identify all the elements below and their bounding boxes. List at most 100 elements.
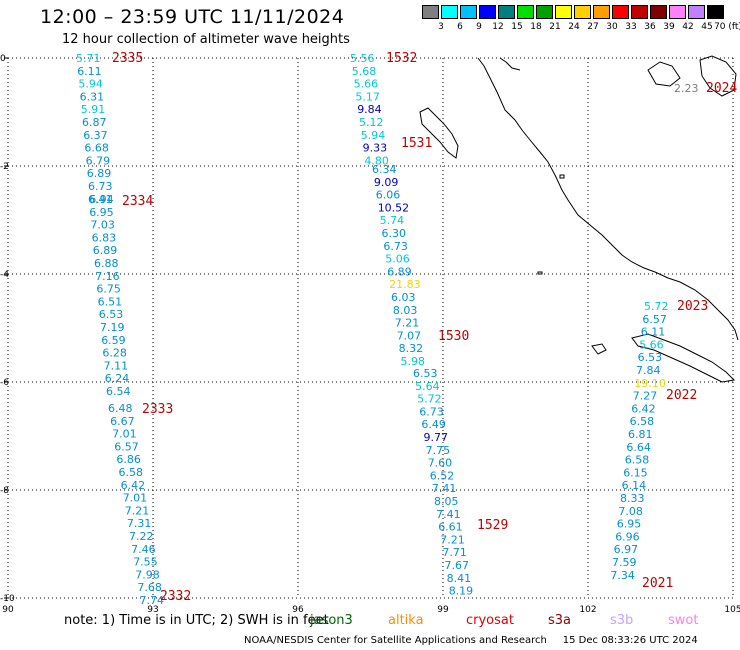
wave-height-value: 7.60: [428, 457, 453, 470]
wave-height-value: 5.17: [355, 90, 380, 103]
wave-height-value: 6.42: [121, 479, 146, 492]
colorbar-label: 42: [682, 22, 694, 32]
wave-height-value: 6.53: [638, 351, 663, 364]
wave-height-value: 6.58: [625, 454, 650, 467]
wave-height-value: 6.58: [630, 415, 655, 428]
x-tick-label: 96: [292, 605, 304, 615]
colorbar-label: 30: [606, 22, 618, 32]
wave-height-value: 6.58: [119, 466, 144, 479]
wave-height-value: 7.75: [426, 444, 451, 457]
wave-height-value: 7.68: [137, 581, 162, 594]
wave-height-value: 8.32: [399, 342, 424, 355]
colorbar-swatch: [555, 5, 572, 19]
wave-height-value: 6.41: [88, 193, 113, 206]
wave-height-value: 7.71: [442, 546, 467, 559]
satellite-swot: swot: [668, 613, 699, 628]
wave-height-value: 10.52: [378, 201, 410, 214]
colorbar-label: 6: [457, 22, 463, 32]
wave-height-value: 6.89: [387, 265, 412, 278]
wave-height-value: 6.68: [84, 142, 109, 155]
colorbar-label: 70 (ft): [714, 22, 740, 32]
wave-height-value: 5.91: [81, 103, 106, 116]
colorbar-swatch: [688, 5, 705, 19]
x-tick-label: 93: [147, 605, 158, 615]
colorbar-swatch: [593, 5, 610, 19]
wave-height-value: 6.73: [88, 180, 113, 193]
pass-time-label: 2334: [122, 194, 153, 209]
coastline-mainland: [477, 57, 739, 341]
wave-height-value: 7.22: [129, 530, 154, 543]
wave-height-value: 6.53: [413, 367, 438, 380]
y-tick-label: -10: [0, 594, 15, 604]
wave-height-value: 7.16: [95, 270, 120, 283]
wave-height-value: 9.77: [424, 431, 449, 444]
wave-height-value: 7.84: [636, 364, 661, 377]
pass-time-label: 2022: [666, 388, 697, 403]
colorbar-label: 12: [492, 22, 504, 32]
colorbar-swatch: [707, 5, 724, 19]
satellite-jason3: jason3: [310, 613, 353, 628]
y-tick-label: -8: [0, 486, 9, 496]
wave-height-value: 7.41: [432, 482, 457, 495]
wave-height-value: 7.08: [618, 505, 643, 518]
wave-height-value: 5.68: [352, 65, 377, 78]
colorbar-label: 18: [530, 22, 542, 32]
pass-time-label: 1530: [438, 329, 469, 344]
wave-height-value: 6.67: [110, 415, 135, 428]
wave-height-value: 9.33: [363, 142, 388, 155]
axis-ticks: 90 93 96 99 102 105 0 -2 -4 -6 -8 -10: [0, 54, 740, 615]
colorbar-label: 33: [625, 22, 637, 32]
wave-height-value: 6.88: [94, 257, 119, 270]
wave-height-value: 6.34: [372, 163, 397, 176]
colorbar-swatch: [441, 5, 458, 19]
wave-height-value: 7.11: [104, 359, 129, 372]
wave-height-value: 6.79: [86, 154, 111, 167]
wave-height-value: 5.71: [76, 52, 101, 65]
colorbar-label: 9: [476, 22, 482, 32]
pass-time-label: 2332: [160, 589, 191, 604]
wave-height-value: 7.07: [397, 329, 422, 342]
wave-height-value: 7.67: [445, 559, 470, 572]
wave-height-value: 6.54: [106, 385, 131, 398]
wave-height-value: 9.84: [357, 103, 382, 116]
colorbar-label: 24: [568, 22, 580, 32]
wave-height-value: 5.64: [415, 380, 440, 393]
wave-height-value: 7.74: [140, 594, 165, 607]
wave-height-value: 8.41: [447, 572, 472, 585]
island-north: [419, 107, 459, 159]
wave-height-value: 7.27: [633, 390, 658, 403]
pass-time-label: 1529: [477, 518, 508, 533]
colorbar-swatch: [479, 5, 496, 19]
pass-time-label: 2333: [142, 402, 173, 417]
x-tick-label: 90: [2, 605, 14, 615]
wave-height-value: 7.19: [100, 321, 125, 334]
wave-height-value: 6.31: [80, 90, 105, 103]
map-title: 12:00 – 23:59 UTC 11/11/2024: [40, 6, 345, 28]
wave-height-value: 6.11: [77, 65, 102, 78]
pass-time-label: 2024: [706, 81, 737, 96]
y-tick-label: -6: [0, 378, 9, 388]
pass-time-label: 2023: [677, 299, 708, 314]
map-grid: [7, 57, 734, 599]
wave-height-value: 7.41: [436, 508, 461, 521]
pass-time-label: 1532: [386, 51, 417, 66]
satellite-s3a: s3a: [548, 613, 572, 628]
wave-height-value: 7.01: [112, 428, 137, 441]
island-small-2: [559, 174, 565, 179]
wave-height-value: 8.33: [620, 492, 645, 505]
wave-height-value: 8.03: [393, 304, 418, 317]
wave-height-value: 6.15: [623, 466, 648, 479]
wave-height-value: 7.03: [90, 219, 115, 232]
wave-height-value: 5.74: [380, 214, 405, 227]
colorbar-swatch: [669, 5, 686, 19]
wave-height-value: 6.73: [383, 240, 408, 253]
wave-height-value: 6.14: [622, 479, 647, 492]
wave-height-value: 7.21: [395, 317, 420, 330]
colorbar-label: 36: [644, 22, 656, 32]
colorbar-label: 3: [438, 22, 444, 32]
wave-height-value: 6.24: [105, 372, 130, 385]
wave-height-value: 6.96: [615, 530, 640, 543]
footer-timestamp: 15 Dec 08:33:26 UTC 2024: [562, 635, 698, 646]
wave-height-value: 5.98: [401, 355, 426, 368]
